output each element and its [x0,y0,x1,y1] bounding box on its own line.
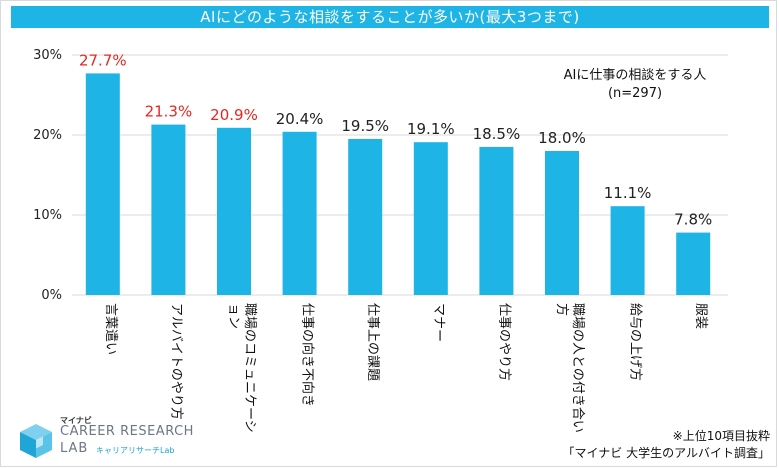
category-label: 職場のコミュニケーシ [242,303,257,433]
brand-main-text: CAREER RESEARCH [60,424,194,439]
annotation-line-1: AIに仕事の相談をする人 [563,68,707,83]
category-label: アルバイトのやり方 [168,303,184,420]
data-label: 21.3% [145,103,193,121]
y-tick-label: 20% [33,128,62,143]
y-tick-label: 0% [41,288,62,303]
category-label: 給与の上げ方 [628,303,644,381]
y-tick-label: 30% [33,48,62,63]
brand-sub-text: キャリアリサーチLab [96,446,175,455]
bar [413,142,448,295]
category-label: 仕事上の課題 [365,303,381,381]
brand-lab-text: LAB [60,441,89,456]
brand-small-text: マイナビ [60,416,92,425]
source-note-line-1: ※上位10項目抜粋 [672,429,770,443]
category-label: 仕事の向き不向き [300,303,316,407]
bar [479,147,514,295]
chart-title: AIにどのような相談をすることが多いか(最大3つまで) [11,6,769,28]
category-label: 言葉遣い [103,303,118,355]
annotation-line-2: (n=297) [607,86,663,101]
bar [610,206,645,295]
data-label: 18.0% [538,129,586,147]
data-label: 11.1% [604,184,652,202]
bar [151,124,186,295]
category-label: 仕事のやり方 [496,303,512,381]
category-label: 職場の人との付き合い [570,303,585,433]
bar [545,151,579,295]
data-label: 18.5% [473,125,521,143]
source-note: ※上位10項目抜粋 「マイナビ 大学生のアルバイト調査」 [560,428,770,462]
cube-logo-icon [20,424,52,458]
career-research-lab-logo: マイナビ CAREER RESEARCH LAB キャリアリサーチLab [16,415,196,463]
y-tick-label: 10% [33,208,62,223]
data-label: 27.7% [79,51,127,69]
bar [85,73,120,296]
data-label: 7.8% [674,211,712,229]
data-label: 19.1% [407,120,455,138]
bar [348,139,383,295]
bar [676,232,711,295]
sample-annotation: AIに仕事の相談をする人 (n=297) [555,67,715,103]
data-label: 20.4% [276,110,324,128]
data-label: 20.9% [210,106,258,124]
data-label: 19.5% [341,117,389,135]
category-label: マナー [431,303,446,342]
bar [282,131,317,295]
category-label: 方 [554,303,570,316]
bar [217,127,251,295]
source-note-line-2: 「マイナビ 大学生のアルバイト調査」 [562,446,770,460]
category-label: ョン [226,303,241,329]
category-label: 服装 [693,303,708,329]
